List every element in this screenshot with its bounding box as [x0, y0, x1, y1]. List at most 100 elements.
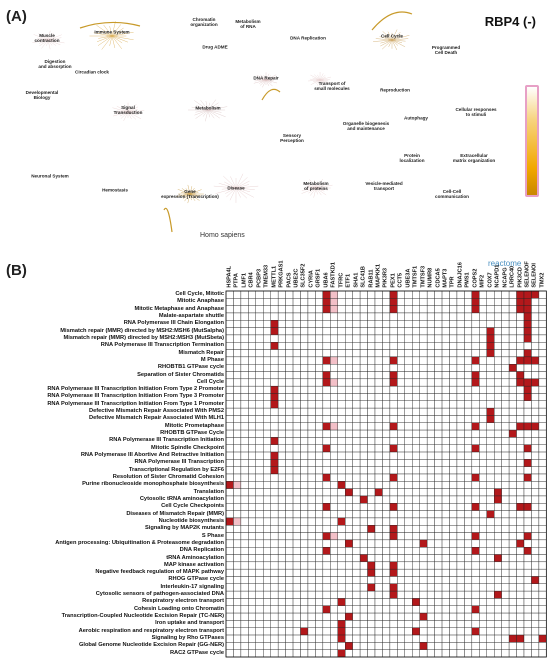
heatmap-cell	[240, 459, 249, 467]
heatmap-cell	[412, 415, 420, 423]
heatmap-cell	[367, 503, 376, 511]
pathway-node-label: Developmental Biology	[25, 89, 59, 100]
heatmap-cell	[367, 554, 376, 563]
heatmap-cell	[494, 605, 502, 614]
heatmap-cell	[434, 393, 443, 402]
heatmap-cell	[300, 554, 309, 563]
heatmap-cell	[419, 466, 428, 475]
heatmap-cell	[337, 517, 346, 526]
heatmap-cell	[359, 612, 368, 621]
heatmap-cell	[322, 576, 331, 584]
pathway-branch	[191, 106, 209, 111]
heatmap-cell	[508, 605, 517, 614]
pathway-node-label: Metabolism of proteins	[303, 180, 329, 191]
heatmap-cell	[330, 473, 338, 482]
row-label: RHOG GTPase cycle	[168, 576, 224, 583]
heatmap-cell	[352, 583, 361, 592]
heatmap-cell	[345, 312, 353, 321]
heatmap-cell	[240, 561, 249, 570]
heatmap-cell	[434, 466, 443, 475]
pathway-branch	[127, 111, 132, 120]
heatmap-cell	[233, 627, 242, 636]
heatmap-cell	[479, 466, 487, 475]
pathway-branch	[319, 79, 324, 88]
heatmap-border	[225, 290, 547, 658]
heatmap-cell	[486, 532, 495, 541]
heatmap-cell	[240, 547, 249, 555]
heatmap-cell	[516, 495, 525, 504]
heatmap-cell	[516, 334, 525, 343]
pathway-branch	[47, 39, 65, 44]
heatmap-cell	[501, 627, 510, 636]
heatmap-cell	[240, 627, 249, 636]
heatmap-cell	[449, 547, 458, 555]
heatmap-cell	[345, 605, 353, 614]
heatmap-cell	[337, 437, 346, 445]
heatmap-cell	[523, 378, 532, 387]
heatmap-cell	[516, 378, 525, 387]
heatmap-cell	[456, 378, 465, 387]
heatmap-cell	[382, 327, 391, 336]
heatmap-cell	[352, 305, 361, 314]
heatmap-cell	[531, 298, 540, 306]
heatmap-cell	[471, 400, 480, 409]
heatmap-cell	[367, 590, 376, 599]
heatmap-cell	[255, 327, 264, 336]
heatmap-cell	[523, 612, 532, 621]
heatmap-cell	[307, 525, 316, 533]
heatmap-cell	[456, 364, 465, 372]
column-label: NCAPD1	[494, 264, 501, 288]
heatmap-cell	[337, 576, 346, 584]
heatmap-cell	[345, 400, 353, 409]
heatmap-cell	[456, 429, 465, 438]
pathway-branch	[310, 79, 321, 85]
heatmap-cell	[367, 429, 376, 438]
heatmap-cell	[479, 481, 487, 489]
heatmap-cell	[434, 415, 443, 423]
pathway-node-label: Autophagy	[404, 115, 428, 121]
heatmap-cell	[285, 532, 294, 541]
heatmap-cell	[494, 576, 502, 584]
heatmap-cell	[471, 393, 480, 402]
heatmap-cell	[471, 459, 480, 467]
heatmap-cell	[441, 451, 450, 460]
pathway-branch	[319, 79, 332, 84]
heatmap-cell	[441, 473, 450, 482]
heatmap-cell	[300, 371, 309, 380]
heatmap-cell	[248, 290, 257, 299]
heatmap-cell	[330, 590, 338, 599]
heatmap-cell	[248, 649, 257, 658]
heatmap-cell	[471, 488, 480, 497]
heatmap-cell	[337, 349, 346, 358]
heatmap-cell	[225, 525, 234, 533]
heatmap-cell	[486, 612, 495, 621]
heatmap-cell	[494, 364, 502, 372]
heatmap-cell	[285, 488, 294, 497]
heatmap-cell	[322, 422, 331, 431]
heatmap-cell	[292, 532, 301, 541]
heatmap-cell	[486, 590, 495, 599]
heatmap-cell	[263, 583, 271, 592]
heatmap-cell	[531, 320, 540, 328]
heatmap-cell	[315, 356, 324, 365]
heatmap-cell	[456, 627, 465, 636]
heatmap-cell	[434, 627, 443, 636]
heatmap-cell	[449, 583, 458, 592]
heatmap-cell	[449, 429, 458, 438]
column-label: SHA1	[353, 272, 359, 288]
heatmap-cell	[285, 305, 294, 314]
heatmap-cell	[516, 488, 525, 497]
pathway-branch	[205, 100, 209, 111]
heatmap-cell	[449, 488, 458, 497]
heatmap-cell	[434, 429, 443, 438]
heatmap-cell	[419, 590, 428, 599]
pathway-branch	[235, 187, 255, 190]
heatmap-cell	[419, 495, 428, 504]
heatmap-cell	[516, 627, 525, 636]
heatmap-cell	[508, 334, 517, 343]
heatmap-cell	[374, 400, 383, 409]
heatmap-cell	[516, 473, 525, 482]
heatmap-cell	[374, 320, 383, 328]
pathway-branch	[391, 39, 399, 46]
heatmap-cell	[374, 327, 383, 336]
